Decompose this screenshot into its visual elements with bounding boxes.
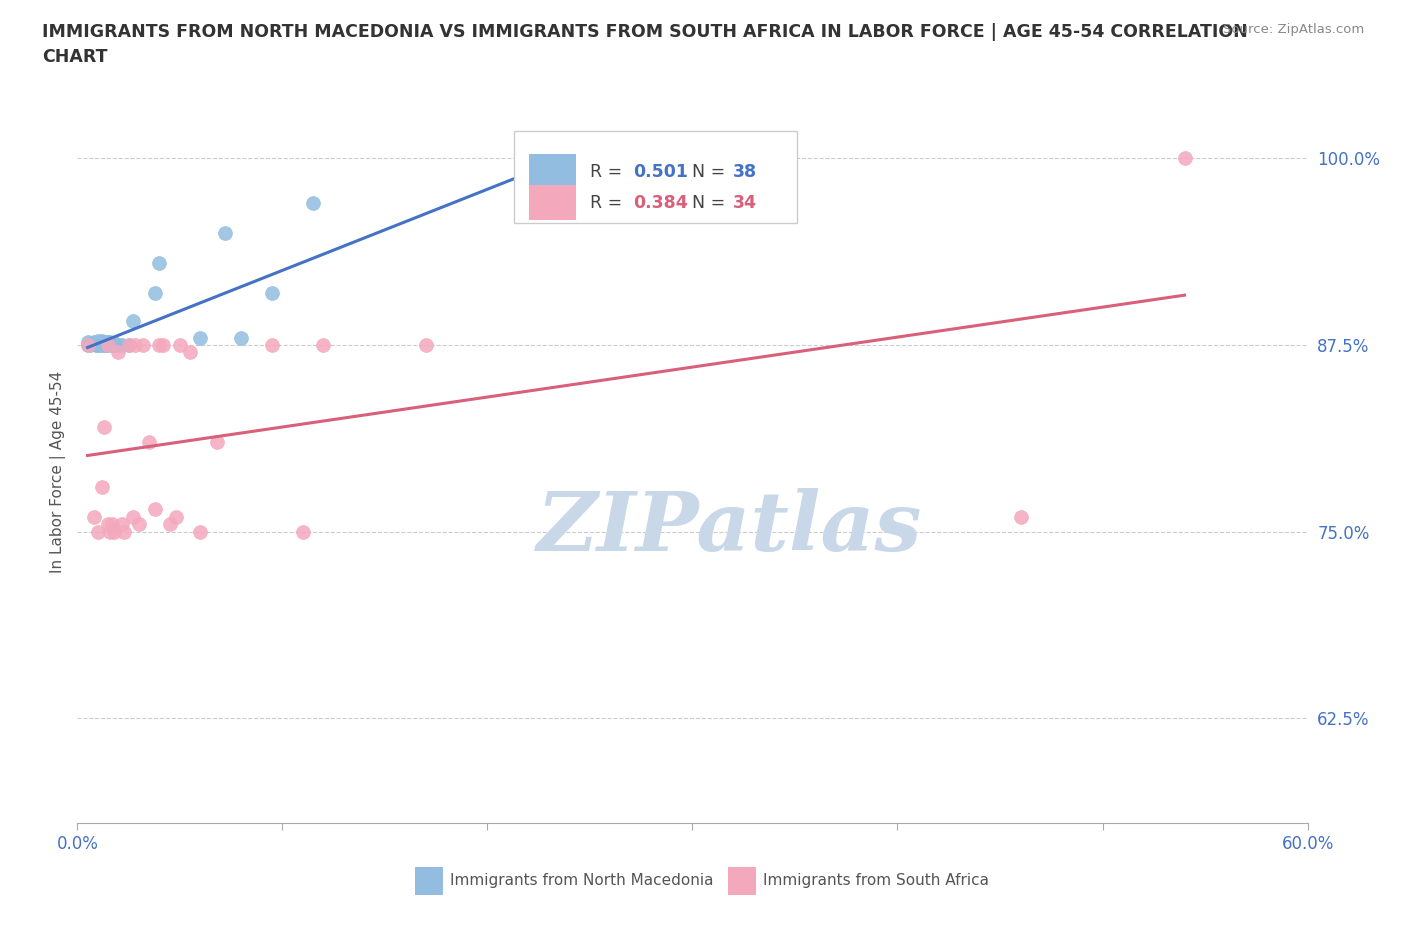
Text: 0.501: 0.501 <box>634 163 689 180</box>
Point <box>262 286 284 300</box>
Point <box>101 338 124 352</box>
Point <box>291 525 314 539</box>
Point <box>107 338 129 352</box>
Text: ZIPatlas: ZIPatlas <box>537 488 922 568</box>
Point <box>165 510 187 525</box>
Text: N =: N = <box>693 163 731 180</box>
Point <box>231 330 253 345</box>
Text: 34: 34 <box>733 193 756 212</box>
Text: IMMIGRANTS FROM NORTH MACEDONIA VS IMMIGRANTS FROM SOUTH AFRICA IN LABOR FORCE |: IMMIGRANTS FROM NORTH MACEDONIA VS IMMIG… <box>42 23 1249 41</box>
Point <box>98 336 121 351</box>
Point <box>94 338 117 352</box>
Text: CHART: CHART <box>42 48 108 66</box>
Point <box>80 336 103 351</box>
Point <box>121 510 143 525</box>
Point <box>599 151 621 166</box>
Point <box>117 338 139 352</box>
Point <box>90 335 114 350</box>
Point <box>138 434 160 449</box>
Point <box>415 338 437 352</box>
Point <box>107 345 129 360</box>
Point <box>87 525 110 539</box>
Point <box>121 313 143 328</box>
Point <box>148 256 170 271</box>
Point <box>98 335 121 350</box>
Text: Source: ZipAtlas.com: Source: ZipAtlas.com <box>1223 23 1364 36</box>
Point <box>205 434 228 449</box>
Point <box>84 338 107 352</box>
FancyBboxPatch shape <box>529 185 575 220</box>
Point <box>97 517 120 532</box>
Point <box>76 335 98 350</box>
Point <box>89 336 111 351</box>
Point <box>90 338 114 352</box>
Point <box>169 338 191 352</box>
Point <box>143 286 166 300</box>
Point <box>93 338 115 352</box>
Point <box>98 338 121 352</box>
Text: 0.384: 0.384 <box>634 193 688 212</box>
Point <box>90 480 114 495</box>
Point <box>188 330 212 345</box>
Point <box>114 525 136 539</box>
Point <box>97 338 120 352</box>
Point <box>312 338 335 352</box>
Point <box>79 338 101 352</box>
Text: N =: N = <box>693 193 731 212</box>
Point <box>89 338 111 352</box>
Point <box>103 338 125 352</box>
Point <box>90 333 114 348</box>
Point <box>97 338 120 352</box>
Y-axis label: In Labor Force | Age 45-54: In Labor Force | Age 45-54 <box>51 371 66 573</box>
Point <box>101 517 124 532</box>
Text: Immigrants from North Macedonia: Immigrants from North Macedonia <box>450 873 713 888</box>
Point <box>143 502 166 517</box>
FancyBboxPatch shape <box>529 154 575 189</box>
Point <box>83 510 105 525</box>
Point <box>94 335 117 350</box>
Point <box>132 338 155 352</box>
Point <box>262 338 284 352</box>
Point <box>159 517 181 532</box>
Point <box>87 333 110 348</box>
Point <box>76 338 98 352</box>
Point <box>111 517 134 532</box>
FancyBboxPatch shape <box>515 131 797 222</box>
Point <box>87 338 110 352</box>
Point <box>302 195 325 210</box>
Point <box>124 338 146 352</box>
Point <box>117 338 139 352</box>
Point <box>93 419 115 434</box>
Point <box>148 338 170 352</box>
Point <box>103 336 125 351</box>
Point <box>103 525 125 539</box>
Point <box>128 517 150 532</box>
Point <box>97 335 120 350</box>
Point <box>1174 151 1197 166</box>
Point <box>179 345 201 360</box>
Point <box>97 336 120 351</box>
Point <box>152 338 174 352</box>
Text: R =: R = <box>591 193 628 212</box>
Point <box>1010 510 1032 525</box>
Text: R =: R = <box>591 163 628 180</box>
Point <box>83 335 105 350</box>
Text: Immigrants from South Africa: Immigrants from South Africa <box>763 873 990 888</box>
Point <box>188 525 212 539</box>
Point <box>98 525 121 539</box>
Point <box>76 338 98 352</box>
Point <box>93 336 115 351</box>
Text: 38: 38 <box>733 163 758 180</box>
Point <box>111 338 134 352</box>
Point <box>214 225 236 240</box>
